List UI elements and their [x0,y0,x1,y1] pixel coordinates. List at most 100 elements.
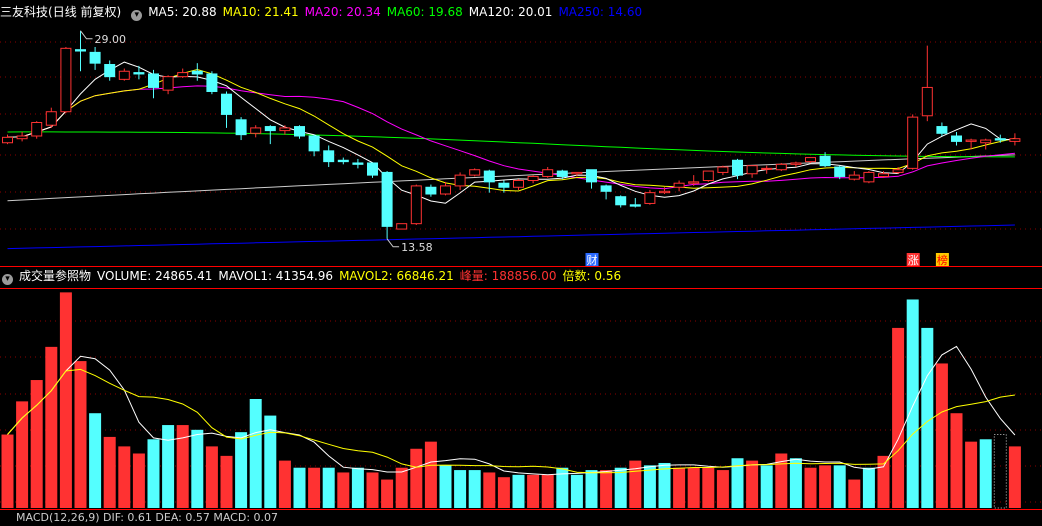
chevron-down-icon[interactable]: ▾ [131,10,143,21]
volume-bar [337,472,350,508]
volume-bar [848,479,861,508]
candle-body [16,135,28,140]
volume-bar [716,470,729,508]
volume-legend-item: MAVOL2: 66846.21 [339,269,454,283]
volume-bar [205,446,218,508]
candle-body [527,175,539,182]
candle-body [600,185,612,192]
volume-bar [935,363,948,508]
volume-bar [512,474,525,508]
event-marker-3 [935,253,949,266]
candle-body [702,170,714,182]
volume-bar [702,467,715,508]
ma-legend-item: MA60: 19.68 [386,5,463,19]
candle-body [834,166,846,177]
volume-bar [424,441,437,508]
volume-legend-item: 峰量: 188856.00 [459,269,557,283]
candle-body [381,171,393,227]
candle-body [308,135,320,152]
volume-bar [819,465,832,508]
volume-bar [30,380,43,508]
candle-body [410,185,422,225]
volume-bar [921,327,934,508]
candle-body [221,93,232,115]
volume-bar [585,470,598,508]
volume-indicator-title: 成交量参照物 [19,269,92,283]
volume-bar [483,472,496,508]
candle-body [118,70,130,80]
volume-bar [249,399,262,508]
volume-bar [74,361,87,508]
ma5-line [7,61,1015,204]
volume-bar [59,292,72,508]
volume-bar [556,467,569,508]
volume-bar [789,458,802,508]
candle-body [148,73,159,88]
volume-bar [162,425,175,508]
candle-body [819,155,831,167]
stock-name: 三友科技 [0,5,49,19]
volume-bar [45,346,58,508]
volume-bar [220,455,233,508]
volume-legend-item: MAVOL1: 41354.96 [218,269,334,283]
volume-bar [775,453,788,508]
event-marker-1 [585,253,599,266]
ma-legend-item: MA250: 14.60 [558,5,643,19]
volume-bar [746,460,759,508]
chevron-down-icon[interactable]: ▾ [2,274,13,285]
volume-bar [1008,446,1021,508]
candle-body [31,122,43,137]
candle-body [644,192,656,204]
candle-body [892,169,904,173]
volume-bar [658,462,671,508]
volume-bar [570,474,583,508]
candle-body [761,167,773,170]
candle-body [513,180,524,188]
volume-bar [308,467,321,508]
ma-legend-item: MA120: 20.01 [468,5,553,19]
volume-legend: ▾ 成交量参照物 VOLUME: 24865.41 MAVOL1: 41354.96 M… [0,268,633,285]
candle-body [454,174,466,187]
candle-body [89,51,101,64]
volume-bar [760,465,773,508]
volume-legend-item: VOLUME: 24865.41 [97,269,213,283]
volume-bar [497,477,510,508]
volume-bar [278,460,291,508]
candle-body [483,170,495,183]
candle-body [907,116,919,169]
candle-body [440,185,451,195]
candle-body [2,136,13,144]
candle-body [352,162,364,165]
volume-bar [410,448,423,508]
candle-body [45,111,57,126]
candle-body [717,166,729,173]
mavol2-line [7,368,1015,474]
candle-body [936,126,948,134]
volume-bar [395,467,408,508]
ma250-line [7,224,1015,250]
volume-bar [950,413,963,508]
candle-body [629,204,641,207]
candle-body [191,70,203,75]
candle-body [279,127,291,132]
candle-body [425,186,437,195]
volume-bar [979,439,992,508]
low-price-label: 13.58 [401,241,433,254]
candle-body [659,190,670,194]
candle-body [133,72,145,75]
volume-bar [381,479,394,508]
event-marker-2 [906,253,920,266]
volume-bar [103,436,116,508]
ma10-line [7,68,1016,192]
ma60-line [7,131,1015,158]
volume-bar [366,472,379,508]
candle-body [878,173,889,177]
candle-body [323,150,335,163]
candle-body [337,159,349,163]
volume-bar [600,470,613,508]
candle-body [980,139,992,144]
volume-bar [993,434,1007,509]
volume-bar [687,467,700,508]
volume-bar [351,467,364,508]
